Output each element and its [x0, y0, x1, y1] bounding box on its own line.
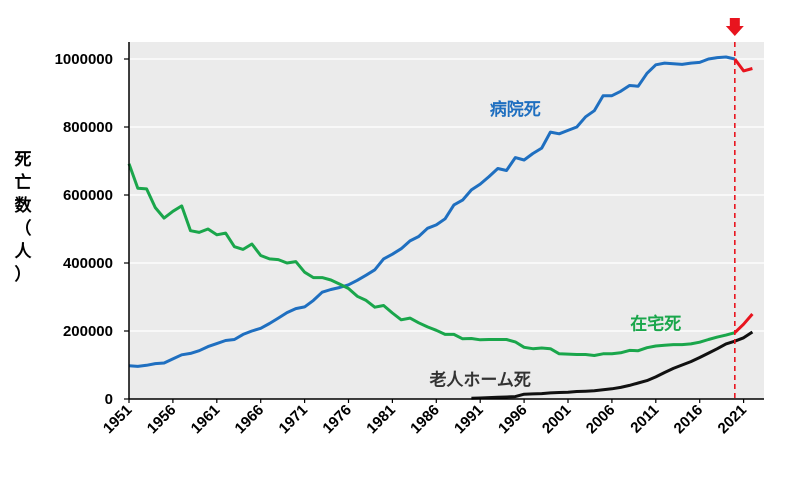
series-line-highlight [733, 313, 754, 334]
x-tick-label: 2021 [715, 402, 751, 438]
series-line [127, 163, 736, 357]
x-tick-label: 1991 [451, 402, 487, 438]
x-tick-label: 1961 [188, 402, 224, 438]
x-tick-label: 1976 [319, 402, 355, 438]
series-layer [127, 55, 754, 400]
y-tick-label: 400000 [63, 255, 113, 272]
y-label-char: 死 [15, 150, 32, 170]
x-tick-label: 1971 [276, 402, 312, 438]
series-label: 在宅死 [630, 313, 681, 334]
highlight-marker [725, 18, 744, 399]
y-tick-label: 1000000 [55, 51, 113, 68]
y-tick-labels: 0 200000 400000 600000 800000 1000000 [55, 51, 129, 408]
x-tick-label: 1996 [495, 402, 531, 438]
y-tick-label: 0 [105, 391, 113, 408]
y-tick-label: 600000 [63, 187, 113, 204]
y-axis-label: 死亡数（ 人） [15, 150, 33, 285]
x-tick-labels: 1951 1956 1961 1966 1971 1976 1981 1986 1991 1996… [100, 399, 750, 437]
series-line [128, 55, 736, 368]
series-line-highlight [733, 58, 753, 73]
series-line [471, 330, 754, 400]
x-tick-label: 1956 [144, 402, 180, 438]
series-label: 老人ホーム死 [428, 369, 531, 390]
y-label-char: 亡 [15, 172, 32, 193]
y-label-char: 人 [15, 242, 33, 262]
x-tick-label: 1986 [407, 402, 443, 438]
x-tick-label: 2016 [671, 402, 707, 438]
x-tick-label: 1981 [363, 402, 399, 438]
down-arrow-icon [725, 18, 744, 36]
y-label-char: ） [15, 264, 32, 285]
x-tick-label: 2001 [539, 402, 575, 438]
y-label-char: 数 [15, 195, 33, 216]
grid [129, 58, 764, 332]
y-tick-label: 800000 [63, 119, 113, 136]
x-tick-label: 2006 [583, 402, 619, 438]
y-label-char: （ [15, 218, 32, 239]
axes [128, 42, 764, 400]
x-tick-label: 2011 [627, 402, 662, 437]
series-label: 病院死 [490, 99, 541, 120]
x-tick-label: 1966 [232, 402, 268, 438]
y-tick-label: 200000 [63, 323, 113, 340]
